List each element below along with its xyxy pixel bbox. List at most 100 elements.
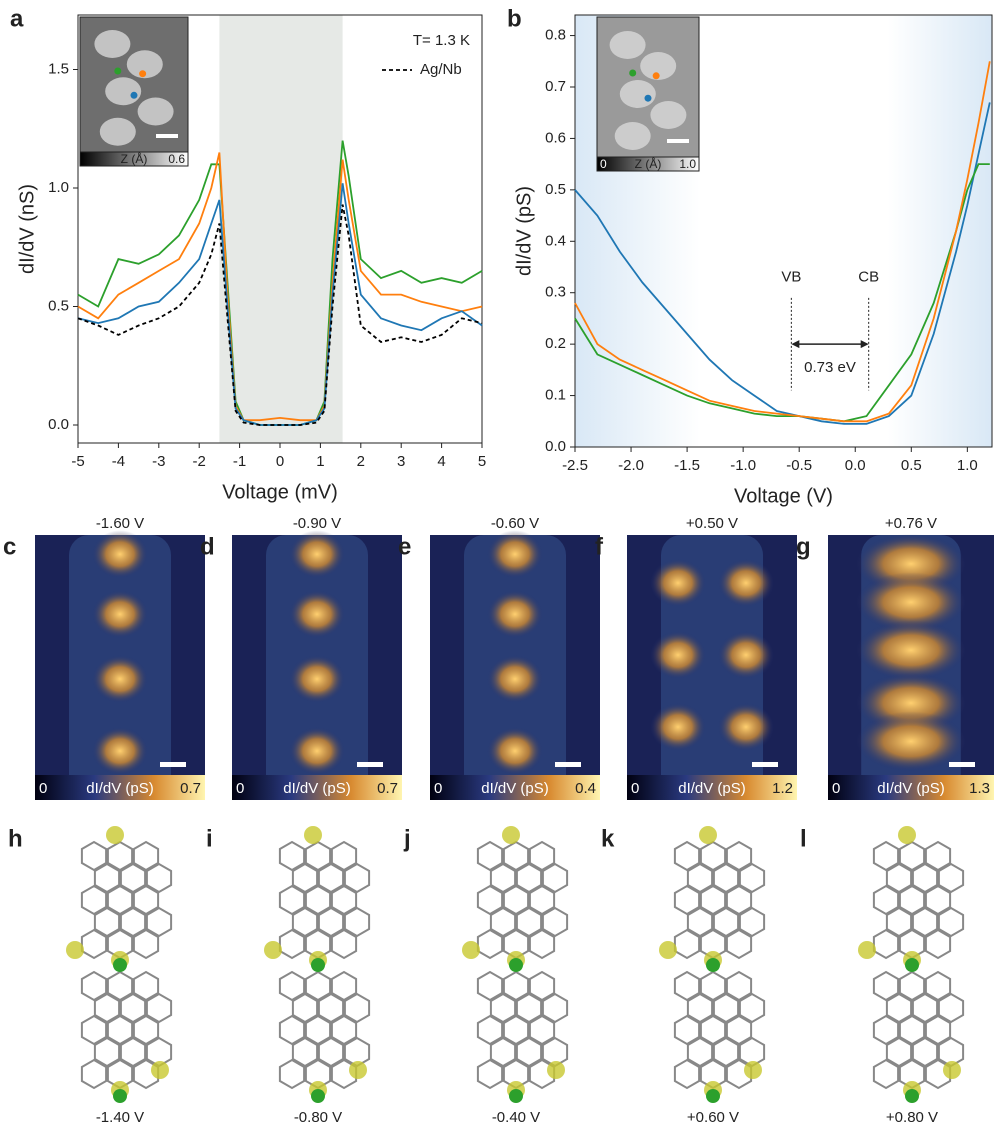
x-tick-label: 2: [357, 453, 365, 470]
hexagon: [317, 862, 345, 894]
map-feature: [487, 727, 543, 775]
hexagon: [330, 970, 358, 1002]
hexagon: [304, 840, 332, 872]
map-feature: [289, 655, 345, 703]
panel-letter: b: [507, 5, 522, 32]
hexagon: [93, 992, 121, 1024]
orbital-lobe: [151, 1061, 169, 1079]
hexagon: [317, 1036, 345, 1068]
atom: [113, 958, 127, 972]
hexagon: [278, 840, 306, 872]
hexagon: [541, 862, 569, 894]
hexagon: [885, 906, 913, 938]
map-feature: [718, 703, 774, 751]
map-title: +0.50 V: [686, 515, 738, 532]
map-colorbar: [627, 775, 797, 800]
inset-feature: [126, 50, 163, 79]
hexagon: [489, 1036, 517, 1068]
hexagon: [528, 1014, 556, 1046]
hexagon: [686, 862, 714, 894]
sim-bias: +0.80 V: [886, 1109, 938, 1126]
hexagon: [291, 1036, 319, 1068]
hexagon: [937, 906, 965, 938]
x-tick-label: -1.0: [730, 457, 756, 474]
hexagon: [924, 1014, 952, 1046]
hexagon: [673, 1058, 701, 1090]
cbar-max: 0.4: [575, 780, 596, 797]
hexagon: [106, 970, 134, 1002]
hexagon: [291, 862, 319, 894]
arrowhead: [791, 340, 869, 349]
hexagon: [515, 862, 543, 894]
map-title: -1.60 V: [96, 515, 144, 532]
molecule: [264, 826, 371, 1103]
inset-marker: [652, 72, 660, 80]
inset-feature: [94, 30, 131, 58]
map-colorbar: [828, 775, 994, 800]
axes-frame: [574, 14, 993, 448]
hexagon: [291, 906, 319, 938]
hexagon: [898, 884, 926, 916]
orbital-lobe: [106, 826, 124, 844]
orbital-lobe: [744, 1061, 762, 1079]
hexagon: [119, 906, 147, 938]
hexagon: [699, 884, 727, 916]
hexagon: [898, 970, 926, 1002]
orbital-lobe: [264, 941, 282, 959]
hexagon: [317, 992, 345, 1024]
hexagon: [93, 906, 121, 938]
cbar-max: 0.7: [180, 780, 201, 797]
x-tick-label: 1: [316, 453, 324, 470]
inset-marker: [139, 70, 147, 78]
x-tick-label: -0.5: [786, 457, 812, 474]
map-feature: [718, 559, 774, 607]
map-feature: [856, 572, 966, 633]
hexagon: [145, 906, 173, 938]
y-tick-label: 0.0: [48, 416, 69, 433]
panel-letter: a: [10, 5, 24, 32]
y-axis-label: dI/dV (pS): [513, 186, 535, 276]
hexagon: [93, 862, 121, 894]
map-feature: [650, 703, 706, 751]
scale-bar: [160, 762, 186, 767]
hexagon: [911, 992, 939, 1024]
y-tick-label: 1.0: [48, 179, 69, 196]
cbar-label: dI/dV (pS): [678, 780, 746, 797]
orbital-lobe: [898, 826, 916, 844]
x-tick-label: 0.5: [901, 457, 922, 474]
hexagon: [872, 1058, 900, 1090]
map-colorbar: [232, 775, 402, 800]
hexagon: [106, 884, 134, 916]
cbar-min: 0: [832, 780, 840, 797]
hexagon: [515, 906, 543, 938]
inset-marker: [644, 94, 652, 102]
orbital-lobe: [858, 941, 876, 959]
panel-letter: l: [800, 825, 807, 852]
map-feature: [289, 590, 345, 639]
map-feature: [718, 631, 774, 679]
cbar-label: dI/dV (pS): [86, 780, 154, 797]
hexagon: [673, 840, 701, 872]
hexagon: [699, 840, 727, 872]
x-tick-label: -2.5: [562, 457, 588, 474]
hexagon: [132, 970, 160, 1002]
hexagon: [515, 992, 543, 1024]
y-tick-label: 0.1: [545, 387, 566, 404]
inset-feature: [105, 77, 142, 106]
hexagon: [80, 1058, 108, 1090]
cbar-label: dI/dV (pS): [283, 780, 351, 797]
cbar-min: 0: [631, 780, 639, 797]
hexagon: [502, 840, 530, 872]
molecule: [66, 826, 173, 1103]
inset-feature: [640, 52, 677, 80]
panel-letter: c: [3, 533, 16, 560]
hexagon: [541, 992, 569, 1024]
scale-bar: [156, 134, 178, 138]
hexagon: [330, 1014, 358, 1046]
map-feature: [92, 655, 148, 703]
series-line: [574, 61, 991, 423]
hexagon: [343, 906, 371, 938]
x-tick-label: 1.0: [957, 457, 978, 474]
hexagon: [872, 1014, 900, 1046]
hexagon: [937, 992, 965, 1024]
